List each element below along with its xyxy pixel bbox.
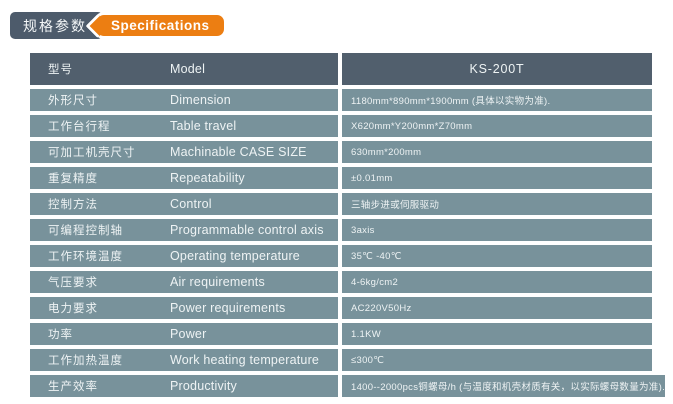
row-label-en: Power: [170, 327, 207, 341]
row-label-zh: 外形尺寸: [48, 95, 98, 107]
row-label-en: Machinable CASE SIZE: [170, 145, 307, 159]
table-row-repeatability: 重复精度 Repeatability ±0.01mm: [30, 167, 652, 189]
row-value: 1180mm*890mm*1900mm (具体以实物为准).: [342, 89, 652, 111]
table-row-programmable-control-axis: 可编程控制轴 Programmable control axis 3axis: [30, 219, 652, 241]
page-title: 规格参数 Specifications: [10, 12, 227, 39]
spec-table: 型号 Model KS-200T 外形尺寸 Dimension 1180mm*8…: [30, 53, 666, 401]
header-model-value: KS-200T: [342, 53, 652, 85]
row-label-en: Table travel: [170, 119, 237, 133]
table-row-dimension: 外形尺寸 Dimension 1180mm*890mm*1900mm (具体以实…: [30, 89, 652, 111]
row-label-zh: 生产效率: [48, 381, 98, 393]
row-label-block: 生产效率 Productivity: [30, 375, 338, 397]
header-label-block: 型号 Model: [30, 53, 338, 85]
row-label-zh: 控制方法: [48, 199, 98, 211]
table-header-row: 型号 Model KS-200T: [30, 53, 652, 85]
row-label-en: Dimension: [170, 93, 231, 107]
table-row-machinable-case-size: 可加工机壳尺寸 Machinable CASE SIZE 630mm*200mm: [30, 141, 652, 163]
row-value: 1400--2000pcs铜螺母/h (与温度和机壳材质有关，以实际螺母数量为准…: [342, 375, 666, 397]
table-row-air-requirements: 气压要求 Air requirements 4-6kg/cm2: [30, 271, 652, 293]
header-label-en: Model: [170, 62, 206, 76]
table-row-operating-temperature: 工作环境温度 Operating temperature 35℃ -40℃: [30, 245, 652, 267]
row-label-block: 重复精度 Repeatability: [30, 167, 338, 189]
table-row-power: 功率 Power 1.1KW: [30, 323, 652, 345]
row-label-en: Work heating temperature: [170, 353, 320, 367]
table-row-table-travel: 工作台行程 Table travel X620mm*Y200mm*Z70mm: [30, 115, 652, 137]
row-value: 4-6kg/cm2: [342, 271, 652, 293]
row-label-block: 可编程控制轴 Programmable control axis: [30, 219, 338, 241]
row-label-block: 电力要求 Power requirements: [30, 297, 338, 319]
row-value: 35℃ -40℃: [342, 245, 652, 267]
row-label-zh: 重复精度: [48, 173, 98, 185]
row-label-zh: 可加工机壳尺寸: [48, 147, 136, 159]
row-label-en: Programmable control axis: [170, 223, 324, 237]
row-value: AC220V50Hz: [342, 297, 652, 319]
row-label-block: 外形尺寸 Dimension: [30, 89, 338, 111]
row-label-zh: 电力要求: [48, 303, 98, 315]
table-row-power-requirements: 电力要求 Power requirements AC220V50Hz: [30, 297, 652, 319]
row-label-zh: 可编程控制轴: [48, 225, 123, 237]
row-label-zh: 工作环境温度: [48, 251, 123, 263]
row-label-block: 工作加热温度 Work heating temperature: [30, 349, 338, 371]
row-label-en: Control: [170, 197, 212, 211]
table-row-control: 控制方法 Control 三轴步进或伺服驱动: [30, 193, 652, 215]
row-value: ≤300℃: [342, 349, 652, 371]
row-label-en: Operating temperature: [170, 249, 300, 263]
table-row-work-heating-temperature: 工作加热温度 Work heating temperature ≤300℃: [30, 349, 652, 371]
page-title-en-label: Specifications: [111, 18, 210, 33]
row-value: 3axis: [342, 219, 652, 241]
row-label-block: 可加工机壳尺寸 Machinable CASE SIZE: [30, 141, 338, 163]
row-label-block: 功率 Power: [30, 323, 338, 345]
row-label-en: Productivity: [170, 379, 238, 393]
row-label-zh: 工作加热温度: [48, 355, 123, 367]
row-label-block: 气压要求 Air requirements: [30, 271, 338, 293]
row-value: X620mm*Y200mm*Z70mm: [342, 115, 652, 137]
row-label-block: 控制方法 Control: [30, 193, 338, 215]
row-value: 1.1KW: [342, 323, 652, 345]
row-label-block: 工作环境温度 Operating temperature: [30, 245, 338, 267]
row-label-en: Power requirements: [170, 301, 286, 315]
row-label-en: Air requirements: [170, 275, 265, 289]
row-label-block: 工作台行程 Table travel: [30, 115, 338, 137]
row-label-zh: 气压要求: [48, 277, 98, 289]
row-label-zh: 工作台行程: [48, 121, 111, 133]
row-value: 630mm*200mm: [342, 141, 652, 163]
row-value: ±0.01mm: [342, 167, 652, 189]
row-label-zh: 功率: [48, 329, 73, 341]
page-title-zh-label: 规格参数: [23, 17, 87, 34]
header-label-zh: 型号: [48, 64, 73, 76]
row-label-en: Repeatability: [170, 171, 245, 185]
row-value: 三轴步进或伺服驱动: [342, 193, 652, 215]
page-title-en-badge: Specifications: [94, 12, 227, 39]
table-row-productivity: 生产效率 Productivity 1400--2000pcs铜螺母/h (与温…: [30, 375, 666, 397]
